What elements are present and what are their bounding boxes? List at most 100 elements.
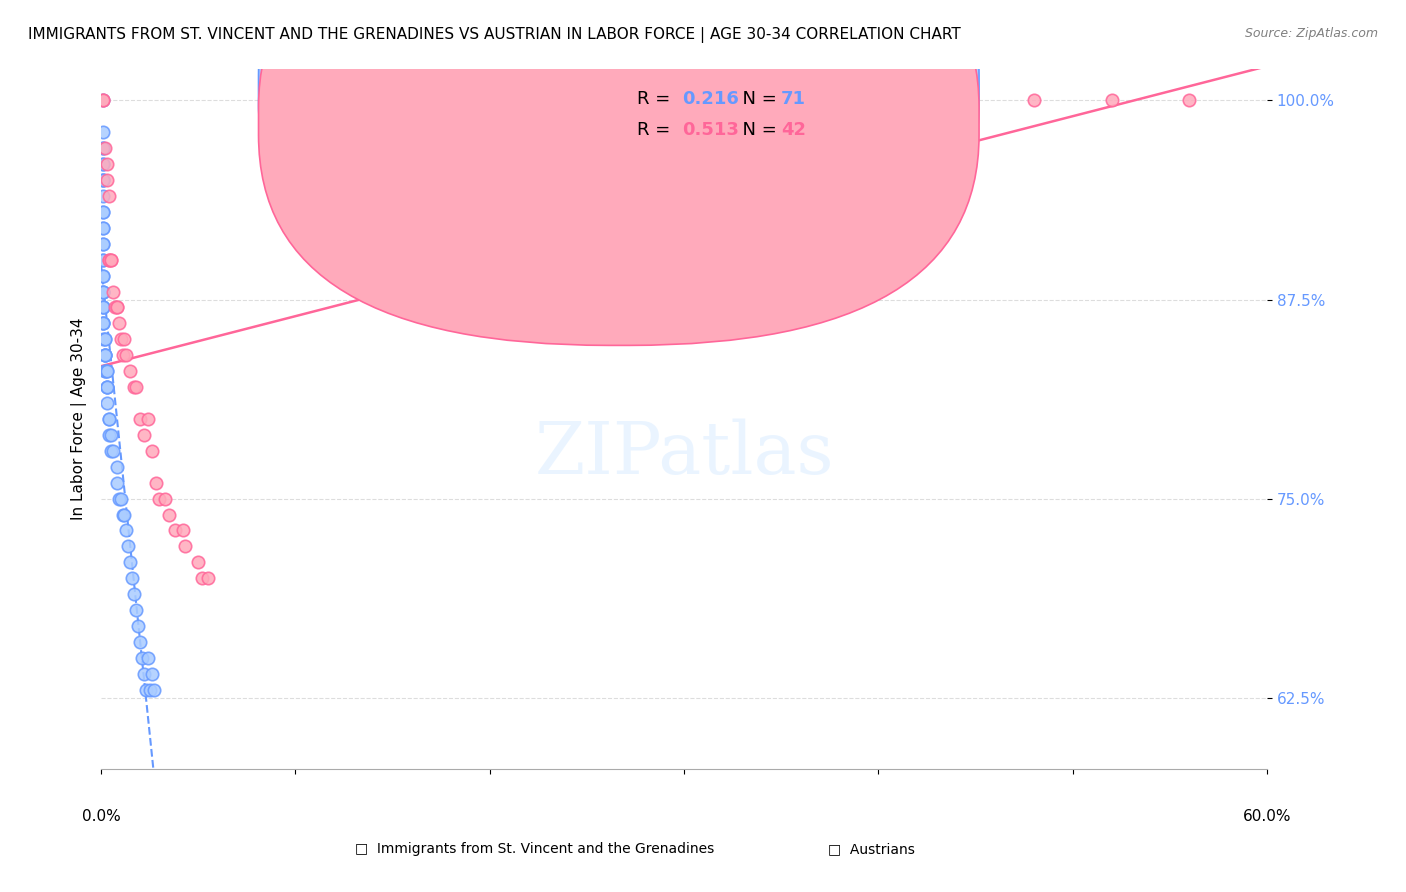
Point <box>101 443 124 458</box>
Point <box>122 380 145 394</box>
FancyBboxPatch shape <box>259 0 979 314</box>
Point <box>97 412 120 426</box>
Point <box>91 141 114 155</box>
Point <box>91 236 114 251</box>
Point <box>96 396 118 410</box>
Point <box>197 571 219 585</box>
Point <box>91 252 114 267</box>
Text: R =: R = <box>637 121 676 139</box>
Point <box>94 348 117 362</box>
Point <box>91 173 114 187</box>
Point <box>94 332 117 346</box>
Point <box>115 524 138 538</box>
Point <box>111 508 134 522</box>
Point <box>117 540 139 554</box>
FancyBboxPatch shape <box>259 0 979 345</box>
Point <box>105 475 128 490</box>
Point <box>94 364 117 378</box>
Point <box>96 380 118 394</box>
Point <box>136 651 159 665</box>
Point <box>91 268 114 283</box>
Point <box>138 682 160 697</box>
Point <box>135 682 157 697</box>
Point <box>111 348 134 362</box>
Point <box>100 252 122 267</box>
Point <box>91 285 114 299</box>
Point <box>91 268 114 283</box>
Point <box>91 157 114 171</box>
Point <box>94 348 117 362</box>
Text: N =: N = <box>731 89 782 108</box>
Point <box>91 173 114 187</box>
Point <box>120 364 142 378</box>
Point <box>97 252 120 267</box>
Point <box>125 603 148 617</box>
Point <box>945 94 967 108</box>
Point <box>94 364 117 378</box>
Point <box>91 236 114 251</box>
Point <box>905 94 928 108</box>
Point <box>91 317 114 331</box>
Point <box>91 189 114 203</box>
Point <box>91 94 114 108</box>
Point <box>96 364 118 378</box>
Point <box>91 157 114 171</box>
Point <box>173 540 195 554</box>
Point <box>94 348 117 362</box>
Point <box>127 619 149 633</box>
Point <box>97 189 120 203</box>
Point <box>114 332 136 346</box>
Text: 0.0%: 0.0% <box>82 809 121 824</box>
Point <box>91 252 114 267</box>
Point <box>110 332 132 346</box>
Point <box>97 252 120 267</box>
Point <box>122 587 145 601</box>
Point <box>91 205 114 219</box>
Point <box>91 220 114 235</box>
Point <box>1178 94 1201 108</box>
Point <box>91 301 114 315</box>
Point <box>91 317 114 331</box>
Point <box>129 635 152 649</box>
Text: R =: R = <box>637 89 676 108</box>
Point <box>91 94 114 108</box>
Point <box>105 301 128 315</box>
Point <box>157 508 180 522</box>
Point <box>110 491 132 506</box>
Point <box>91 173 114 187</box>
Text: ZIPatlas: ZIPatlas <box>534 418 834 490</box>
Point <box>131 651 153 665</box>
Point <box>91 285 114 299</box>
Text: N =: N = <box>731 121 782 139</box>
Point <box>107 317 129 331</box>
Point <box>91 205 114 219</box>
Point <box>97 428 120 442</box>
Point <box>100 443 122 458</box>
Point <box>96 173 118 187</box>
Point <box>105 459 128 474</box>
Point <box>97 412 120 426</box>
Point <box>1022 94 1045 108</box>
Point <box>132 666 155 681</box>
Text: 0.513: 0.513 <box>682 121 738 139</box>
Point <box>132 428 155 442</box>
Point <box>121 571 143 585</box>
Point <box>187 555 209 569</box>
Point <box>96 364 118 378</box>
Point <box>129 412 152 426</box>
Text: □  Austrians: □ Austrians <box>828 842 915 856</box>
Point <box>94 141 117 155</box>
Point <box>96 380 118 394</box>
Text: □  Immigrants from St. Vincent and the Grenadines: □ Immigrants from St. Vincent and the Gr… <box>354 842 714 856</box>
Point <box>107 491 129 506</box>
Point <box>125 380 148 394</box>
Point <box>104 301 127 315</box>
Text: 42: 42 <box>780 121 806 139</box>
Point <box>91 332 114 346</box>
Point <box>163 524 186 538</box>
Point <box>94 332 117 346</box>
Point <box>136 412 159 426</box>
Point <box>141 443 163 458</box>
Point <box>91 220 114 235</box>
Point <box>191 571 214 585</box>
